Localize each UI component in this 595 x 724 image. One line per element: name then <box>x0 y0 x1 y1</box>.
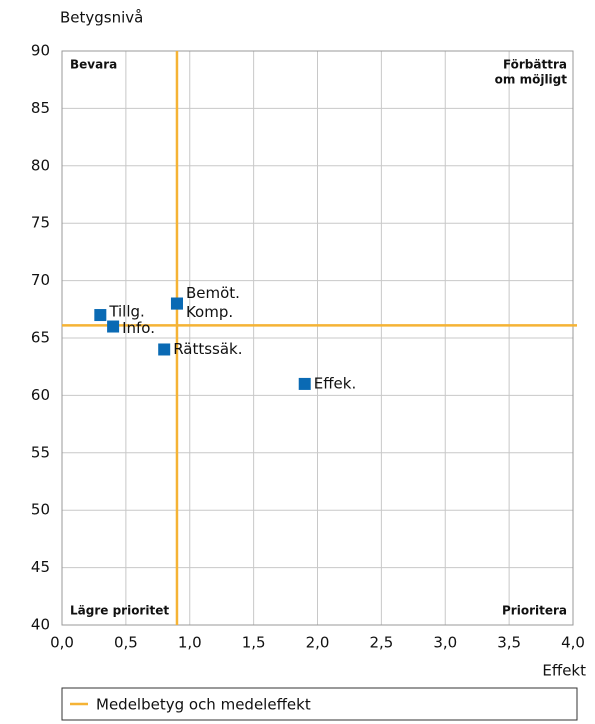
x-tick-label: 2,0 <box>306 634 330 652</box>
point <box>158 343 171 356</box>
y-tick-label: 50 <box>31 501 50 519</box>
quadrant-label: Bevara <box>70 58 117 72</box>
y-axis-label: Betygsnivå <box>60 9 143 27</box>
point <box>94 309 107 322</box>
point <box>170 297 183 310</box>
quadrant-label: Lägre prioritet <box>70 604 169 618</box>
y-tick-label: 45 <box>31 558 50 576</box>
legend-label: Medelbetyg och medeleffekt <box>96 696 311 714</box>
legend-box <box>61 687 578 721</box>
point-label: Komp. <box>186 303 233 321</box>
y-tick-label: 60 <box>31 386 50 404</box>
y-tick-label: 55 <box>31 443 50 461</box>
point-label: Info. <box>122 319 155 337</box>
y-tick-label: 65 <box>31 329 50 347</box>
x-tick-label: 0,0 <box>50 634 74 652</box>
quadrant-label: Förbättra <box>503 58 567 72</box>
point <box>298 377 311 390</box>
point-label: Effek. <box>314 374 357 392</box>
y-tick-label: 80 <box>31 156 50 174</box>
y-tick-label: 40 <box>31 616 50 634</box>
x-tick-label: 1,5 <box>242 634 266 652</box>
y-tick-label: 90 <box>31 42 50 60</box>
quadrant-label: om möjligt <box>495 73 568 87</box>
x-tick-label: 3,5 <box>497 634 521 652</box>
y-tick-label: 85 <box>31 99 50 117</box>
x-tick-label: 3,0 <box>433 634 457 652</box>
point <box>107 320 120 333</box>
x-axis-label: Effekt <box>542 662 586 680</box>
point-label: Bemöt. <box>186 284 240 302</box>
x-tick-label: 4,0 <box>561 634 585 652</box>
y-tick-label: 75 <box>31 214 50 232</box>
plot-border <box>61 50 574 626</box>
y-tick-label: 70 <box>31 271 50 289</box>
x-tick-label: 2,5 <box>369 634 393 652</box>
x-tick-label: 1,0 <box>178 634 202 652</box>
point-label: Rättssäk. <box>173 340 242 358</box>
quadrant-label: Prioritera <box>502 604 567 618</box>
x-tick-label: 0,5 <box>114 634 138 652</box>
point-label: Tillg. <box>108 303 145 321</box>
